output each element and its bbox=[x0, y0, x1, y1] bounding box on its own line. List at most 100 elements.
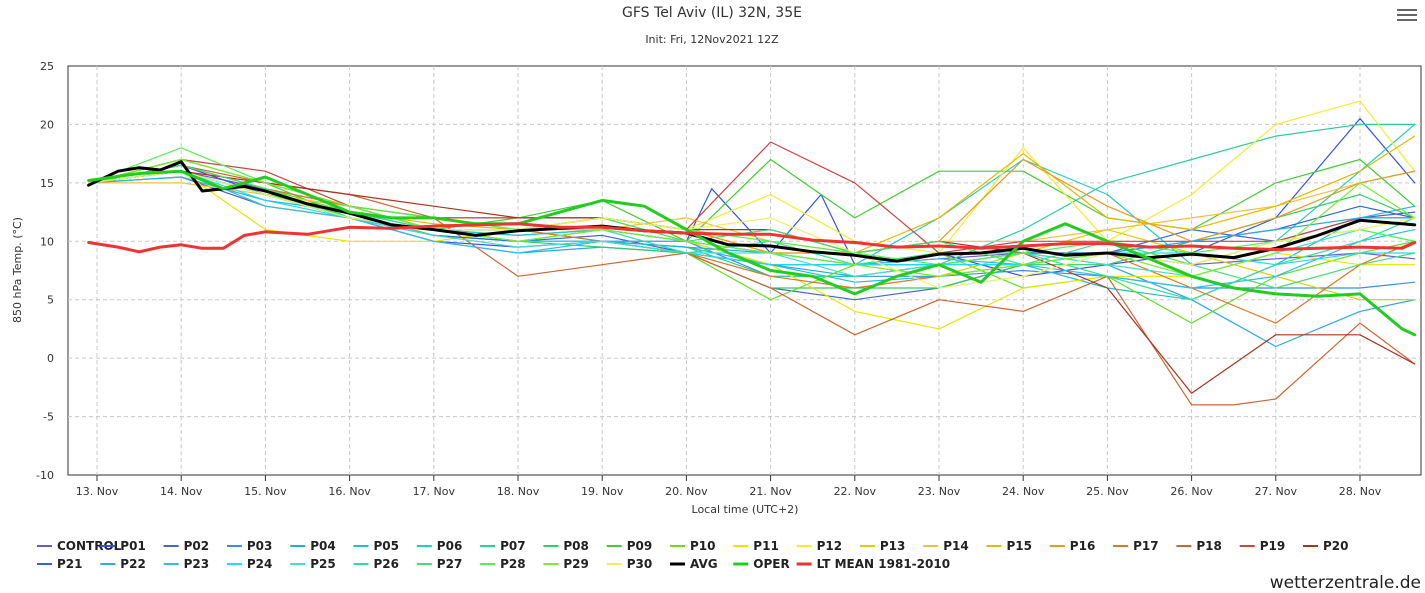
x-tick-label: 26. Nov bbox=[1170, 485, 1213, 498]
x-tick-label: 13. Nov bbox=[76, 485, 119, 498]
legend-label: OPER bbox=[753, 557, 789, 571]
x-tick-label: 18. Nov bbox=[497, 485, 540, 498]
x-tick-label: 15. Nov bbox=[244, 485, 287, 498]
legend-item-p17[interactable]: P17 bbox=[1113, 539, 1159, 553]
legend-label: P30 bbox=[627, 557, 653, 571]
y-tick-label: 10 bbox=[40, 235, 54, 248]
x-tick-label: 28. Nov bbox=[1339, 485, 1382, 498]
legend-item-p13[interactable]: P13 bbox=[859, 539, 906, 553]
legend-label: P22 bbox=[120, 557, 146, 571]
legend-item-p12[interactable]: P12 bbox=[796, 539, 843, 553]
legend-label: P07 bbox=[500, 539, 525, 553]
legend-item-lt-mean-1981-2010[interactable]: LT MEAN 1981-2010 bbox=[796, 557, 950, 571]
legend-label: P20 bbox=[1323, 539, 1349, 553]
legend-label: P09 bbox=[627, 539, 653, 553]
legend-item-oper[interactable]: OPER bbox=[733, 557, 790, 571]
legend-label: P15 bbox=[1007, 539, 1033, 553]
legend-label: P04 bbox=[310, 539, 336, 553]
x-tick-label: 17. Nov bbox=[413, 485, 456, 498]
legend-item-p01[interactable]: P01 bbox=[100, 539, 146, 553]
y-tick-label: 20 bbox=[40, 118, 54, 131]
legend-label: P26 bbox=[374, 557, 400, 571]
legend-label: P06 bbox=[437, 539, 463, 553]
legend-label: P02 bbox=[184, 539, 210, 553]
legend-label: P23 bbox=[184, 557, 210, 571]
chart-subtitle: Init: Fri, 12Nov2021 12Z bbox=[645, 33, 779, 46]
legend-label: P08 bbox=[563, 539, 589, 553]
legend-item-p11[interactable]: P11 bbox=[733, 539, 779, 553]
legend-item-p07[interactable]: P07 bbox=[480, 539, 526, 553]
legend-label: P19 bbox=[1260, 539, 1286, 553]
x-tick-label: 22. Nov bbox=[834, 485, 877, 498]
legend-item-p02[interactable]: P02 bbox=[163, 539, 210, 553]
legend-label: P24 bbox=[247, 557, 273, 571]
series-line-lt-mean-1981-2010 bbox=[87, 222, 1417, 254]
x-tick-label: 25. Nov bbox=[1086, 485, 1129, 498]
y-tick-label: 15 bbox=[40, 177, 54, 190]
series-line-p29 bbox=[87, 158, 1416, 277]
legend-label: P12 bbox=[817, 539, 843, 553]
legend-item-p16[interactable]: P16 bbox=[1049, 539, 1096, 553]
y-axis-label: 850 hPa Temp. (°C) bbox=[11, 217, 24, 323]
plot-area bbox=[87, 100, 1417, 406]
legend-item-p05[interactable]: P05 bbox=[353, 539, 400, 553]
legend-label: P14 bbox=[943, 539, 969, 553]
x-tick-label: 24. Nov bbox=[1002, 485, 1045, 498]
legend-item-p10[interactable]: P10 bbox=[670, 539, 716, 553]
legend-item-p20[interactable]: P20 bbox=[1303, 539, 1349, 553]
legend-label: LT MEAN 1981-2010 bbox=[817, 557, 950, 571]
x-tick-label: 27. Nov bbox=[1255, 485, 1298, 498]
legend-label: P16 bbox=[1070, 539, 1096, 553]
legend-item-p23[interactable]: P23 bbox=[163, 557, 210, 571]
legend-item-p08[interactable]: P08 bbox=[543, 539, 589, 553]
legend-item-p30[interactable]: P30 bbox=[606, 557, 653, 571]
x-tick-label: 16. Nov bbox=[328, 485, 371, 498]
legend-item-p29[interactable]: P29 bbox=[543, 557, 589, 571]
chart-menu-icon[interactable] bbox=[1397, 6, 1417, 26]
legend-label: P05 bbox=[374, 539, 400, 553]
y-tick-label: 0 bbox=[47, 352, 54, 365]
legend-item-p09[interactable]: P09 bbox=[606, 539, 653, 553]
legend-item-p21[interactable]: P21 bbox=[37, 557, 83, 571]
legend-item-p22[interactable]: P22 bbox=[100, 557, 146, 571]
legend-label: AVG bbox=[690, 557, 718, 571]
y-tick-label: -5 bbox=[43, 411, 54, 424]
legend-item-p15[interactable]: P15 bbox=[986, 539, 1033, 553]
legend-item-p24[interactable]: P24 bbox=[226, 557, 273, 571]
x-tick-label: 21. Nov bbox=[749, 485, 792, 498]
legend-label: P03 bbox=[247, 539, 273, 553]
legend-label: P25 bbox=[310, 557, 336, 571]
x-tick-label: 23. Nov bbox=[918, 485, 961, 498]
y-tick-label: 5 bbox=[47, 294, 54, 307]
legend-label: P13 bbox=[880, 539, 906, 553]
legend-label: P01 bbox=[120, 539, 146, 553]
x-tick-label: 14. Nov bbox=[160, 485, 203, 498]
credit-text: wetterzentrale.de bbox=[1269, 573, 1421, 593]
plot-frame bbox=[67, 65, 1422, 476]
legend-label: P28 bbox=[500, 557, 525, 571]
legend-item-p18[interactable]: P18 bbox=[1176, 539, 1222, 553]
series-line-p10 bbox=[87, 164, 1416, 324]
legend-item-control[interactable]: CONTROL bbox=[37, 539, 122, 553]
legend-item-p27[interactable]: P27 bbox=[416, 557, 463, 571]
legend-item-avg[interactable]: AVG bbox=[670, 557, 718, 571]
legend-item-p14[interactable]: P14 bbox=[923, 539, 969, 553]
legend-item-p06[interactable]: P06 bbox=[416, 539, 463, 553]
legend-item-p26[interactable]: P26 bbox=[353, 557, 400, 571]
legend-label: P11 bbox=[753, 539, 779, 553]
legend-item-p04[interactable]: P04 bbox=[290, 539, 336, 553]
x-tick-label: 20. Nov bbox=[665, 485, 708, 498]
grid bbox=[67, 65, 1422, 476]
x-tick-label: 19. Nov bbox=[581, 485, 624, 498]
legend-label: P17 bbox=[1133, 539, 1159, 553]
series-line-p19 bbox=[87, 141, 1416, 254]
legend-item-p19[interactable]: P19 bbox=[1239, 539, 1286, 553]
legend-item-p25[interactable]: P25 bbox=[290, 557, 336, 571]
series-line-p12 bbox=[87, 100, 1416, 254]
legend-label: P18 bbox=[1196, 539, 1222, 553]
legend-item-p03[interactable]: P03 bbox=[226, 539, 273, 553]
legend-label: P29 bbox=[563, 557, 589, 571]
legend-item-p28[interactable]: P28 bbox=[480, 557, 526, 571]
